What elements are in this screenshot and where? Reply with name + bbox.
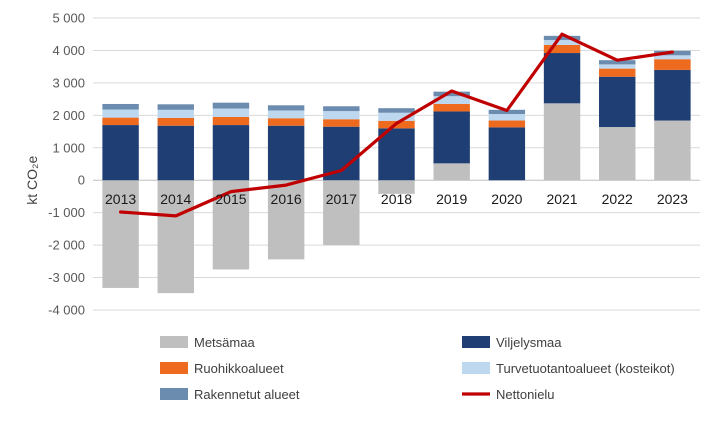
bar-turvetuotantoalueet-kosteikot-2018 [378,112,415,121]
bar-rakennetut-alueet-2022 [599,60,636,65]
bar-turvetuotantoalueet-kosteikot-2013 [102,109,139,118]
legend-item-turvetuotantoalueet-kosteikot: Turvetuotantoalueet (kosteikot) [462,361,675,376]
bar-rakennetut-alueet-2014 [157,104,194,110]
bar-viljelysmaa-2019 [433,111,470,164]
bar-metsamaa-2023 [654,120,691,181]
legend-item-rakennetut-alueet: Rakennetut alueet [160,387,300,402]
bar-ruohikkoalueet-2013 [102,117,139,126]
x-tick-label-2013: 2013 [105,191,136,207]
bar-viljelysmaa-2020 [488,127,526,181]
bar-turvetuotantoalueet-kosteikot-2017 [323,111,360,120]
y-tick-labels: 5 000 4 000 3 000 2 000 1 000 0 -1 000 -2 000 -3… [48,11,85,318]
legend-label: Turvetuotantoalueet (kosteikot) [496,361,675,376]
legend-item-ruohikkoalueet: Ruohikkoalueet [160,361,284,376]
legend-swatch [462,362,490,374]
bar-metsamaa-2021 [543,103,581,181]
line-nettonielu [118,32,675,218]
bar-ruohikkoalueet-2023 [654,59,691,70]
bar-ruohikkoalueet-2021 [543,44,581,54]
legend-swatch [160,388,188,400]
y-tick-label: 0 [78,173,85,188]
legend-label: Rakennetut alueet [194,387,300,402]
bar-rakennetut-alueet-2018 [378,108,415,113]
bar-turvetuotantoalueet-kosteikot-2022 [599,64,636,69]
bar-rakennetut-alueet-2021 [543,35,581,41]
bar-viljelysmaa-2016 [267,125,305,181]
y-tick-label: 5 000 [52,11,85,26]
bar-viljelysmaa-2018 [378,128,415,181]
x-tick-label-2017: 2017 [326,191,357,207]
x-tick-labels: 2013 2014 2015 2016 2017 2018 2019 2020 2021 2022… [105,191,688,207]
bar-viljelysmaa-2013 [102,125,139,181]
y-tick-label: -2 000 [48,238,85,253]
bar-metsamaa-2018 [378,180,415,194]
bar-viljelysmaa-2017 [323,126,360,181]
y-tick-label: 2 000 [52,108,85,123]
bar-metsamaa-2014 [157,180,194,294]
legend-swatch [462,336,490,348]
bar-turvetuotantoalueet-kosteikot-2023 [654,55,691,60]
bar-rakennetut-alueet-2017 [323,106,360,112]
bar-metsamaa-2019 [433,163,470,181]
bar-ruohikkoalueet-2022 [599,68,636,77]
x-tick-label-2023: 2023 [657,191,688,207]
bar-ruohikkoalueet-2017 [323,119,360,127]
bar-metsamaa-2017 [323,180,360,246]
bar-rakennetut-alueet-2019 [433,91,470,97]
bar-turvetuotantoalueet-kosteikot-2016 [267,110,305,119]
legend-label: Viljelysmaa [496,335,562,350]
bar-viljelysmaa-2021 [543,53,581,104]
bar-metsamaa-2022 [599,127,636,181]
bar-metsamaa-2013 [102,180,139,288]
legend-item-viljelysmaa: Viljelysmaa [462,335,562,350]
legend: Metsämaa Viljelysmaa Ruohikkoalueet Turvetu… [160,335,675,402]
bar-turvetuotantoalueet-kosteikot-2015 [212,108,250,117]
bar-turvetuotantoalueet-kosteikot-2019 [433,96,470,104]
bar-layer [102,35,691,294]
bar-ruohikkoalueet-2019 [433,103,470,112]
y-tick-label: 1 000 [52,140,85,155]
bar-rakennetut-alueet-2016 [267,105,305,111]
legend-label: Metsämaa [194,335,255,350]
y-tick-label: 3 000 [52,75,85,90]
bar-turvetuotantoalueet-kosteikot-2020 [488,114,526,121]
legend-item-nettonielu: Nettonielu [462,387,555,402]
bar-metsamaa-2015 [212,180,250,270]
bar-viljelysmaa-2023 [654,69,691,121]
y-tick-label: -4 000 [48,303,85,318]
y-tick-label: 4 000 [52,43,85,58]
y-axis-title: kt CO₂e [24,156,40,205]
bar-turvetuotantoalueet-kosteikot-2021 [543,40,581,45]
bar-metsamaa-2016 [267,180,305,260]
bar-ruohikkoalueet-2020 [488,120,526,128]
x-tick-label-2018: 2018 [381,191,412,207]
x-tick-label-2021: 2021 [546,191,577,207]
x-tick-label-2016: 2016 [271,191,302,207]
legend-label: Ruohikkoalueet [194,361,284,376]
y-tick-label: -3 000 [48,270,85,285]
bar-ruohikkoalueet-2014 [157,117,194,126]
legend-item-metsamaa: Metsämaa [160,335,255,350]
legend-label: Nettonielu [496,387,555,402]
x-tick-label-2014: 2014 [160,191,191,207]
bar-viljelysmaa-2014 [157,125,194,181]
x-tick-label-2022: 2022 [602,191,633,207]
legend-swatch [160,336,188,348]
x-tick-label-2015: 2015 [215,191,246,207]
bar-rakennetut-alueet-2015 [212,102,250,109]
bar-viljelysmaa-2022 [599,76,636,128]
bar-rakennetut-alueet-2013 [102,103,139,110]
bar-ruohikkoalueet-2016 [267,118,305,126]
legend-swatch [160,362,188,374]
bar-viljelysmaa-2015 [212,125,250,181]
bar-turvetuotantoalueet-kosteikot-2014 [157,109,194,118]
y-tick-label: -1 000 [48,205,85,220]
x-tick-label-2020: 2020 [491,191,522,207]
line-layer [118,32,675,218]
x-tick-label-2019: 2019 [436,191,467,207]
bar-ruohikkoalueet-2015 [212,116,250,126]
